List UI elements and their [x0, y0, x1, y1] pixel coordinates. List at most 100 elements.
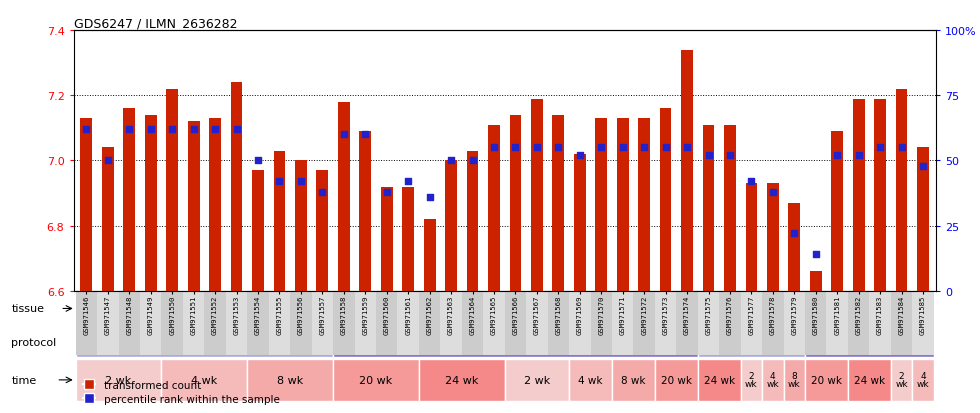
Bar	[167, 90, 178, 291]
Bar	[209, 119, 221, 291]
Bar	[848, 291, 869, 355]
Bar	[569, 291, 591, 355]
Text: 2 wk: 2 wk	[106, 375, 131, 385]
Point	[100, 158, 116, 164]
Bar	[595, 119, 608, 291]
Bar	[912, 359, 934, 401]
Text: 20 wk: 20 wk	[661, 375, 692, 385]
Point	[78, 126, 94, 133]
Point	[465, 158, 480, 164]
Bar	[162, 291, 183, 355]
Bar	[633, 291, 655, 355]
Point	[829, 152, 845, 159]
Text: 2 wk: 2 wk	[523, 375, 550, 385]
Text: 24 wk: 24 wk	[445, 375, 478, 385]
Bar	[440, 291, 462, 355]
Bar	[591, 291, 612, 355]
Point	[207, 126, 222, 133]
Point	[358, 132, 373, 138]
Point	[658, 145, 673, 151]
Bar	[891, 291, 912, 355]
Text: 4
wk: 4 wk	[916, 372, 929, 388]
Bar	[809, 272, 821, 291]
Bar	[247, 291, 269, 355]
Bar	[896, 90, 907, 291]
Bar	[183, 291, 205, 355]
Text: 2
wk: 2 wk	[896, 372, 907, 388]
Point	[636, 145, 652, 151]
Bar	[273, 151, 285, 291]
Text: normal diet: normal diet	[172, 337, 236, 347]
Bar	[225, 291, 247, 355]
Bar	[312, 291, 333, 355]
Point	[421, 194, 437, 201]
Text: normal diet: normal diet	[719, 337, 783, 347]
Point	[872, 145, 888, 151]
Bar	[247, 359, 333, 401]
Bar	[355, 291, 376, 355]
Text: high fat diet: high fat diet	[835, 337, 904, 347]
Bar	[102, 148, 114, 291]
Bar	[574, 154, 586, 291]
Bar	[526, 291, 548, 355]
Point	[551, 145, 566, 151]
Bar	[891, 359, 912, 401]
Bar	[805, 326, 934, 357]
Bar	[119, 291, 140, 355]
Bar	[789, 203, 801, 291]
Point	[165, 126, 180, 133]
Point	[722, 152, 738, 159]
Bar	[612, 291, 633, 355]
Bar	[874, 99, 886, 291]
Bar	[418, 359, 505, 401]
Point	[744, 178, 760, 185]
Point	[443, 158, 459, 164]
Bar	[676, 291, 698, 355]
Text: 4 wk: 4 wk	[578, 375, 603, 385]
Bar	[746, 184, 758, 291]
Bar	[75, 359, 162, 401]
Point	[894, 145, 909, 151]
Bar	[698, 293, 934, 324]
Bar	[741, 359, 762, 401]
Bar	[853, 99, 864, 291]
Text: 24 wk: 24 wk	[704, 375, 735, 385]
Bar	[548, 291, 569, 355]
Bar	[402, 187, 415, 291]
Bar	[510, 116, 521, 291]
Bar	[612, 359, 655, 401]
Bar	[638, 119, 650, 291]
Point	[293, 178, 309, 185]
Bar	[123, 109, 135, 291]
Bar	[333, 291, 355, 355]
Bar	[338, 102, 350, 291]
Bar	[912, 291, 934, 355]
Bar	[784, 359, 805, 401]
Bar	[681, 50, 693, 291]
Text: 2
wk: 2 wk	[745, 372, 758, 388]
Text: high fat diet: high fat diet	[481, 337, 550, 347]
Point	[529, 145, 545, 151]
Point	[508, 145, 523, 151]
Text: time: time	[12, 375, 36, 385]
Bar	[698, 291, 719, 355]
Bar	[762, 359, 784, 401]
Bar	[703, 125, 714, 291]
Point	[915, 163, 931, 170]
Point	[701, 152, 716, 159]
Bar	[162, 359, 247, 401]
Bar	[655, 291, 676, 355]
Bar	[698, 359, 741, 401]
Bar	[252, 171, 264, 291]
Bar	[917, 148, 929, 291]
Text: 4
wk: 4 wk	[766, 372, 779, 388]
Legend: transformed count, percentile rank within the sample: transformed count, percentile rank withi…	[78, 376, 284, 408]
Point	[787, 230, 803, 237]
Point	[572, 152, 588, 159]
Bar	[655, 359, 698, 401]
Point	[400, 178, 416, 185]
Point	[143, 126, 159, 133]
Bar	[75, 293, 698, 324]
Bar	[462, 291, 483, 355]
Bar	[360, 132, 371, 291]
